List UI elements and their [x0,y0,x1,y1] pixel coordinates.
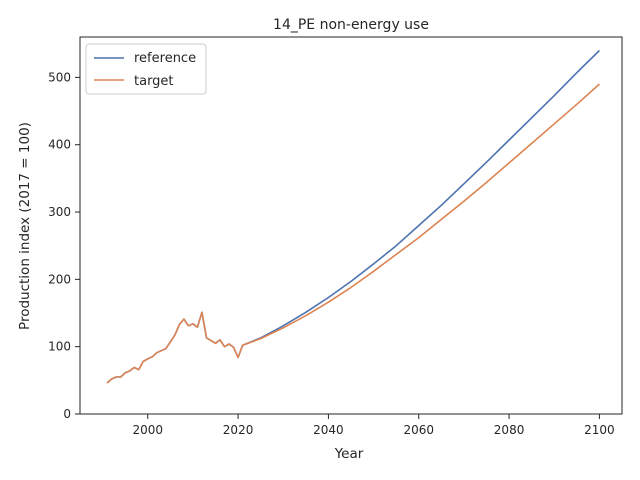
y-tick-label: 100 [48,340,71,354]
legend-label-reference: reference [134,51,196,66]
y-tick-label: 0 [63,407,71,421]
y-axis: 0 100 200 300 400 500 [48,70,80,421]
x-tick-label: 2020 [223,423,254,437]
x-axis-title: Year [334,446,364,462]
series-lines [106,49,600,384]
x-tick-label: 2040 [313,423,344,437]
series-line-target [106,83,600,384]
legend: reference target [85,43,207,95]
y-tick-label: 500 [48,70,71,84]
x-tick-label: 2100 [584,423,615,437]
y-tick-label: 400 [48,138,71,152]
x-tick-label: 2000 [132,423,163,437]
x-tick-label: 2060 [403,423,434,437]
chart-title: 14_PE non-energy use [273,17,429,33]
legend-box [85,43,207,95]
x-tick-label: 2080 [494,423,525,437]
x-axis: 2000 2020 2040 2060 2080 2100 [132,414,615,437]
plot-area [79,36,623,415]
y-tick-label: 200 [48,272,71,286]
legend-label-target: target [134,74,174,89]
y-axis-title: Production index (2017 = 100) [17,122,33,330]
y-tick-label: 300 [48,205,71,219]
